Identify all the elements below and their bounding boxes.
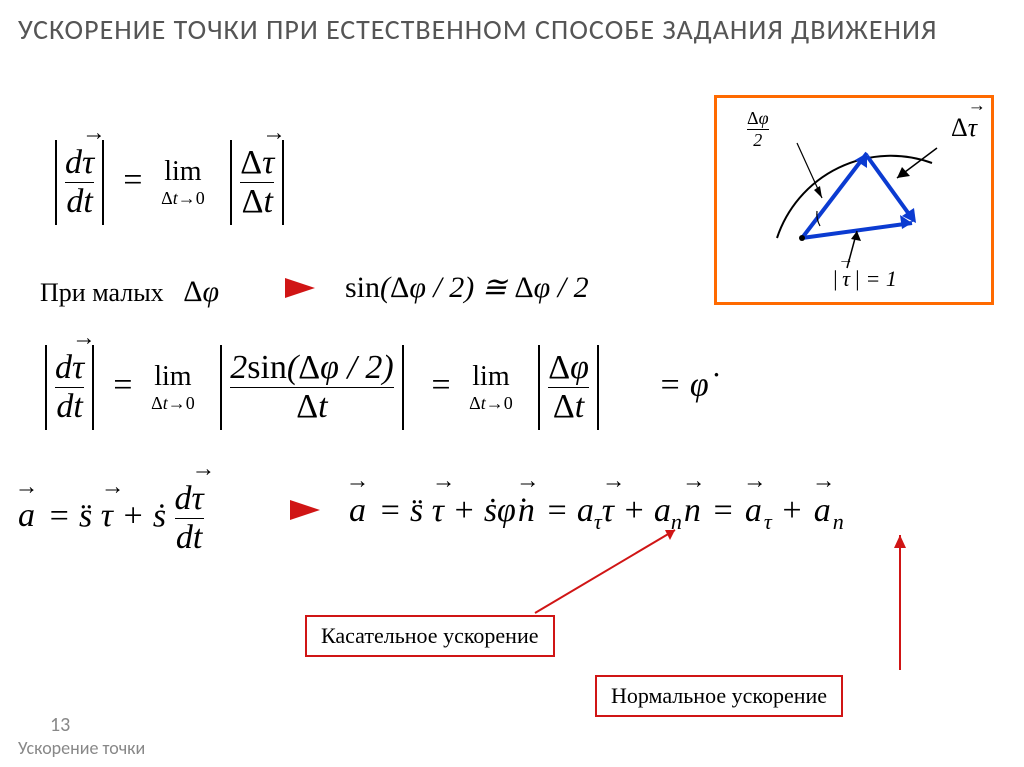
accel-equation-left: a = s̈ τ + ṡ dτ dt (14, 480, 204, 557)
footer-text: Ускорение точки (18, 737, 145, 759)
slide-title: УСКОРЕНИЕ ТОЧКИ ПРИ ЕСТЕСТВЕННОМ СПОСОБЕ… (18, 12, 937, 47)
tangential-box: Касательное ускорение (305, 615, 555, 657)
small-angle-label: При малых Δφ (40, 275, 219, 309)
equation-1: dτ dt = lim Δt→0 Δτ Δt (55, 140, 284, 225)
normal-box: Нормальное ускорение (595, 675, 843, 717)
sin-approx: sin(Δφ / 2) ≅ Δφ / 2 (345, 270, 589, 305)
red-arrow-2 (290, 500, 320, 520)
diagram-box: Δφ 2 Δτ |τ| = 1 (714, 95, 994, 305)
equation-2: dτ dt = lim Δt→0 2sin(Δφ / 2) Δt = lim Δ… (45, 345, 709, 430)
diagram-svg (722, 108, 992, 288)
slide-number: 13 (50, 713, 70, 737)
accel-equation-right: a = s̈ τ + ṡφ̇n = aττ + ann = aτ + an (345, 492, 844, 535)
red-arrow-1 (285, 278, 315, 298)
